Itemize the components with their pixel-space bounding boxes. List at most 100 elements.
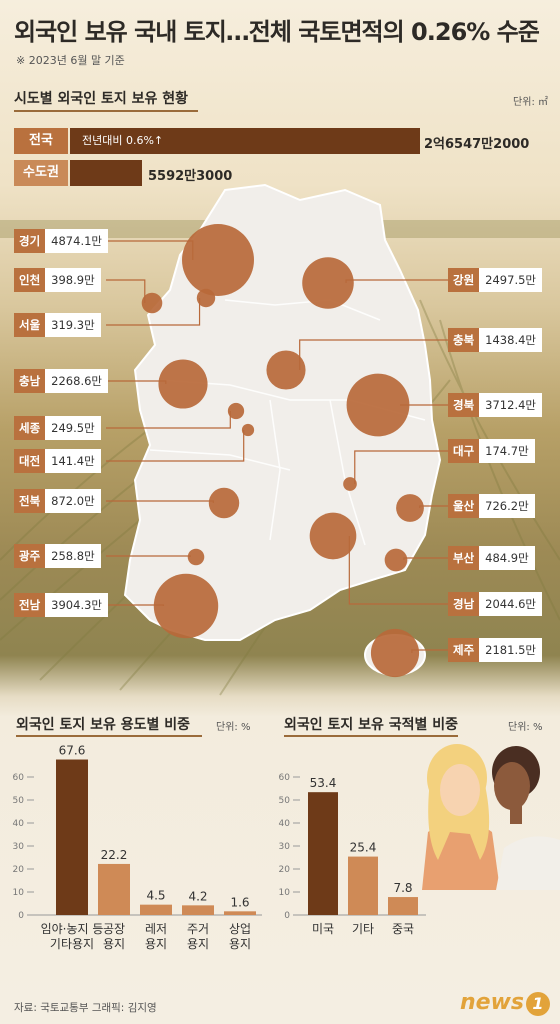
region-tag: 대전 141.4만 [14, 449, 101, 473]
category-label: 용지 [103, 937, 125, 951]
region-tag: 경남 2044.6만 [448, 592, 542, 616]
capital-bar [70, 160, 142, 186]
region-value: 2497.5만 [479, 268, 542, 292]
y-tick-label: 20 [13, 865, 25, 875]
logo-text: news [459, 990, 524, 1015]
region-value: 249.5만 [45, 416, 101, 440]
bar-2 [140, 904, 172, 915]
leader-강원 [345, 279, 448, 283]
region-name: 강원 [448, 268, 480, 292]
category-label: 기타 [352, 922, 374, 936]
leader-lines [106, 240, 448, 653]
region-name: 대전 [14, 449, 46, 473]
leader-울산 [419, 505, 448, 508]
region-tag: 울산 726.2만 [448, 494, 535, 518]
y-tick-label: 50 [13, 796, 25, 806]
national-change-note: 전년대비 0.6%↑ [82, 134, 164, 147]
map-unit: 단위: ㎡ [513, 97, 548, 108]
region-value: 398.9만 [45, 268, 101, 292]
leader-전남 [106, 604, 165, 606]
region-tag: 강원 2497.5만 [448, 268, 542, 292]
y-tick-label: 30 [13, 842, 25, 852]
bubble-제주 [370, 628, 420, 678]
category-label: 용지 [229, 937, 251, 951]
region-tag: 광주 258.8만 [14, 544, 101, 568]
region-name: 세종 [14, 416, 46, 440]
usage-chart-title: 외국인 토지 보유 용도별 비중 [16, 717, 191, 733]
region-name: 대구 [448, 439, 480, 463]
leader-제주 [411, 649, 448, 653]
bubble-경기 [182, 224, 254, 296]
region-value: 174.7만 [479, 439, 535, 463]
people-illustration [422, 744, 560, 890]
y-tick-label: 0 [284, 911, 290, 921]
region-name: 부산 [448, 546, 480, 570]
y-tick-label: 60 [279, 773, 291, 783]
y-tick-label: 50 [279, 796, 291, 806]
region-value: 141.4만 [45, 449, 101, 473]
bar-3 [182, 905, 214, 915]
region-value: 2181.5만 [479, 638, 542, 662]
region-tag: 경북 3712.4만 [448, 393, 542, 417]
logo-mark: 1 [526, 992, 550, 1016]
category-label: 미국 [312, 922, 334, 936]
region-value: 4874.1만 [45, 229, 108, 253]
bar-value-label: 67.6 [59, 745, 86, 758]
bar-value-label: 1.6 [230, 895, 249, 909]
region-name: 광주 [14, 544, 46, 568]
region-name: 경북 [448, 393, 480, 417]
y-tick-label: 0 [18, 911, 24, 921]
region-tag: 전남 3904.3만 [14, 593, 108, 617]
region-value: 258.8만 [45, 544, 101, 568]
bubble-세종 [227, 402, 245, 420]
region-tag: 서울 319.3만 [14, 313, 101, 337]
region-name: 서울 [14, 313, 46, 337]
nation-chart-unit: 단위: % [508, 722, 543, 733]
bubble-강원 [302, 257, 354, 309]
leader-인천 [106, 279, 146, 303]
region-tag: 제주 2181.5만 [448, 638, 542, 662]
capital-value: 5592만3000 [148, 169, 233, 184]
bar-value-label: 7.8 [393, 881, 412, 895]
bar-2 [388, 897, 418, 915]
bar-value-label: 4.2 [188, 889, 207, 903]
category-label: 상업 [229, 922, 251, 936]
y-tick-label: 10 [279, 888, 291, 898]
bar-0 [56, 759, 88, 915]
region-name: 전북 [14, 489, 46, 513]
leader-충남 [106, 380, 167, 384]
bubble-울산 [396, 494, 424, 522]
bubble-대전 [241, 423, 255, 437]
region-name: 울산 [448, 494, 480, 518]
capital-label: 수도권 [14, 160, 68, 186]
map-section-title: 시도별 외국인 토지 보유 현황 [14, 91, 189, 107]
y-tick-label: 60 [13, 773, 25, 783]
bubble-충남 [158, 359, 208, 409]
y-tick-label: 40 [13, 819, 25, 829]
page-title: 외국인 보유 국내 토지…전체 국토면적의 0.26% 수준 [14, 18, 540, 46]
region-tag: 충북 1438.4만 [448, 328, 542, 352]
leader-부산 [403, 557, 448, 560]
bubble-전북 [208, 487, 240, 519]
nation-title-underline [284, 735, 458, 737]
leader-세종 [106, 411, 231, 429]
usage-chart-unit: 단위: % [216, 722, 251, 733]
bar-4 [224, 911, 256, 915]
bubble-경남 [309, 512, 357, 560]
bubble-대구 [343, 477, 357, 491]
region-tag: 경기 4874.1만 [14, 229, 108, 253]
national-bar: 전년대비 0.6%↑ [70, 128, 420, 154]
national-label: 전국 [14, 128, 68, 154]
region-tag: 대구 174.7만 [448, 439, 535, 463]
leader-경남 [348, 536, 448, 605]
y-tick-label: 10 [13, 888, 25, 898]
category-label: 주거 [187, 922, 209, 936]
korea-map [106, 183, 448, 678]
leader-경기 [106, 240, 194, 260]
news1-logo: news 1 [460, 990, 550, 1016]
bar-value-label: 22.2 [101, 848, 128, 862]
category-label: 레저 [145, 922, 167, 936]
region-name: 인천 [14, 268, 46, 292]
